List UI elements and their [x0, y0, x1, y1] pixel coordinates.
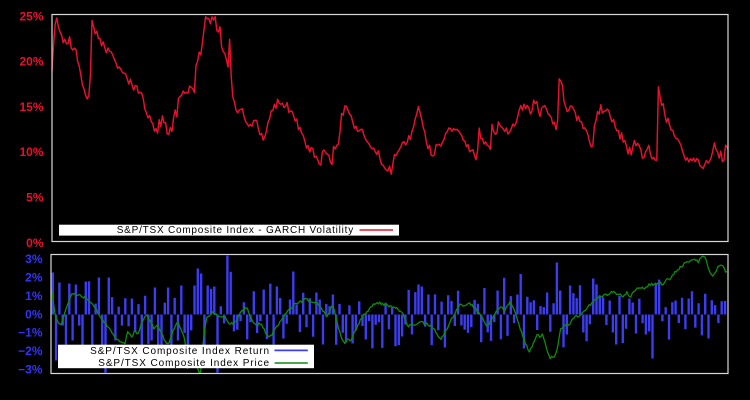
svg-text:0%: 0%: [26, 236, 44, 250]
svg-text:−3%: −3%: [18, 363, 43, 377]
svg-text:3%: 3%: [25, 252, 43, 266]
svg-text:25%: 25%: [19, 9, 43, 23]
svg-text:S&P/TSX Composite Index Price: S&P/TSX Composite Index Price: [98, 358, 270, 369]
svg-text:15%: 15%: [19, 100, 43, 114]
svg-text:1%: 1%: [25, 289, 43, 303]
svg-text:−1%: −1%: [18, 326, 43, 340]
svg-text:2%: 2%: [25, 271, 43, 285]
svg-text:−2%: −2%: [18, 344, 43, 358]
svg-text:5%: 5%: [26, 191, 44, 205]
svg-text:S&P/TSX Composite Index - GARC: S&P/TSX Composite Index - GARCH Volatili…: [117, 225, 354, 236]
svg-text:20%: 20%: [19, 55, 43, 69]
svg-text:10%: 10%: [19, 145, 43, 159]
svg-text:S&P/TSX Composite Index Return: S&P/TSX Composite Index Return: [90, 346, 270, 357]
svg-text:0%: 0%: [25, 307, 43, 321]
